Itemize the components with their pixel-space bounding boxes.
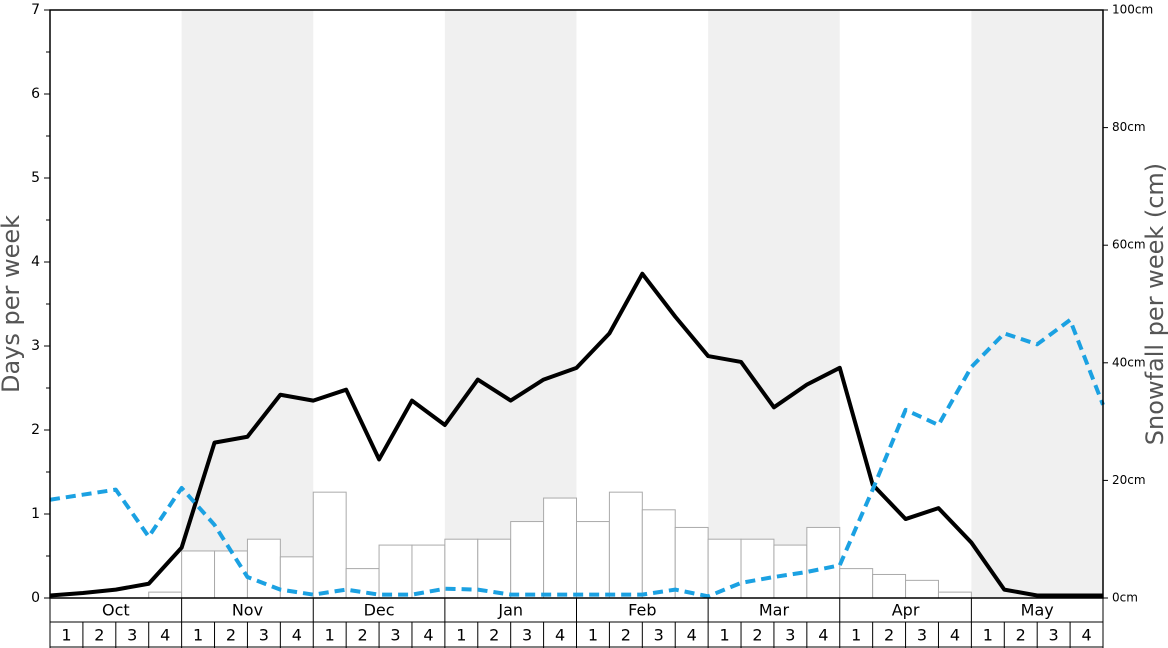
month-shading: [708, 10, 840, 598]
week-label: 3: [259, 626, 269, 645]
y-tick-label: 3: [31, 338, 40, 354]
month-label: Mar: [759, 601, 790, 620]
y2-tick-label: 100cm: [1112, 3, 1153, 17]
line: [49, 317, 1105, 599]
week-label: 3: [785, 626, 795, 645]
y-tick-label: 2: [31, 422, 40, 438]
bar: [806, 526, 841, 599]
week-label: 1: [61, 626, 71, 645]
month-label: Apr: [892, 601, 920, 620]
month-label: Nov: [232, 601, 263, 620]
week-label: 2: [884, 626, 894, 645]
bar: [214, 550, 248, 599]
week-label: 3: [127, 626, 137, 645]
y2-axis-title: Snowfall per week (cm): [1141, 163, 1168, 445]
bar: [312, 491, 347, 599]
bar: [181, 550, 216, 599]
month-label: Dec: [364, 601, 395, 620]
y-tick-label: 0: [31, 590, 40, 606]
bar: [378, 544, 413, 599]
week-label: 4: [555, 626, 565, 645]
y-tick-label: 5: [31, 170, 40, 186]
bar: [543, 497, 577, 599]
week-label: 3: [390, 626, 400, 645]
week-label: 2: [226, 626, 236, 645]
bar: [740, 538, 775, 599]
bar: [477, 538, 512, 599]
week-label: 4: [687, 626, 697, 645]
month-label: May: [1021, 601, 1054, 620]
week-label: 2: [1016, 626, 1026, 645]
week-label: 1: [325, 626, 335, 645]
bar: [872, 573, 907, 599]
y-axis-title: Days per week: [0, 215, 25, 393]
week-label: 1: [588, 626, 598, 645]
bar: [411, 544, 446, 599]
y-tick-label: 6: [31, 86, 40, 102]
week-label: 2: [358, 626, 368, 645]
bar: [674, 526, 709, 599]
bar: [839, 568, 874, 599]
week-label: 2: [94, 626, 104, 645]
bar: [937, 591, 972, 599]
week-label: 4: [160, 626, 170, 645]
week-label: 1: [851, 626, 861, 645]
month-label: Feb: [628, 601, 656, 620]
bar: [641, 509, 676, 599]
week-label: 2: [621, 626, 631, 645]
bar: [905, 579, 939, 599]
y-tick-label: 7: [31, 2, 40, 18]
y2-tick-label: 80cm: [1112, 120, 1146, 134]
bar: [510, 521, 545, 599]
week-label: 4: [818, 626, 828, 645]
week-label: 1: [456, 626, 466, 645]
week-label: 3: [917, 626, 927, 645]
y2-tick-label: 40cm: [1112, 355, 1146, 369]
week-label: 1: [983, 626, 993, 645]
week-label: 3: [654, 626, 664, 645]
week-label: 1: [719, 626, 729, 645]
week-label: 3: [522, 626, 532, 645]
week-label: 4: [1081, 626, 1091, 645]
week-label: 2: [489, 626, 499, 645]
week-label: 4: [950, 626, 960, 645]
month-label: Oct: [102, 601, 130, 620]
line: [49, 271, 1103, 598]
y-tick-label: 4: [31, 254, 40, 270]
bar: [608, 491, 643, 599]
week-label: 4: [292, 626, 302, 645]
y2-tick-label: 60cm: [1112, 238, 1146, 252]
bar: [576, 521, 610, 599]
y-tick-label: 1: [31, 506, 40, 522]
y2-tick-label: 20cm: [1112, 473, 1146, 487]
week-label: 3: [1049, 626, 1059, 645]
month-shading: [181, 10, 314, 598]
month-shading: [971, 10, 1103, 598]
bar: [707, 538, 742, 599]
y2-tick-label: 0cm: [1112, 591, 1138, 605]
month-label: Jan: [497, 601, 523, 620]
week-label: 1: [193, 626, 203, 645]
bar: [148, 591, 183, 599]
week-label: 4: [423, 626, 433, 645]
week-label: 2: [752, 626, 762, 645]
